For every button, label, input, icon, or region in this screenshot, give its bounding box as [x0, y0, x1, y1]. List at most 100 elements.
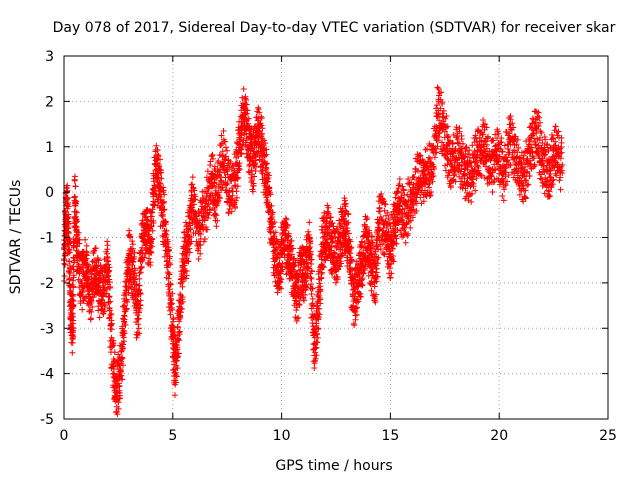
- data-point-marker: [331, 250, 338, 257]
- data-point-marker: [552, 138, 559, 145]
- y-tick-label: 2: [45, 94, 54, 110]
- data-point-marker: [525, 181, 532, 188]
- data-point-marker: [136, 330, 143, 337]
- data-point-marker: [176, 337, 183, 344]
- data-point-marker: [189, 174, 196, 181]
- data-point-marker: [308, 261, 315, 268]
- data-point-marker: [384, 209, 391, 216]
- data-point-marker: [496, 153, 503, 160]
- data-point-marker: [499, 193, 506, 200]
- data-point-marker: [260, 137, 267, 144]
- data-point-marker: [218, 186, 225, 193]
- data-point-marker: [258, 130, 265, 137]
- data-point: [391, 220, 398, 227]
- data-point-marker: [352, 276, 359, 283]
- data-point-marker: [62, 209, 69, 216]
- data-point-marker: [445, 133, 452, 140]
- data-point-marker: [436, 133, 443, 140]
- data-point-marker: [305, 228, 312, 235]
- data-point-marker: [141, 254, 148, 261]
- data-point-marker: [200, 238, 207, 245]
- data-point: [232, 175, 239, 182]
- data-point-marker: [273, 245, 280, 252]
- data-point-marker: [334, 274, 341, 281]
- data-point: [448, 161, 455, 168]
- data-point-marker: [494, 128, 501, 135]
- data-point-marker: [136, 282, 143, 289]
- data-point-marker: [278, 263, 285, 270]
- data-point-marker: [131, 253, 138, 260]
- data-point-marker: [70, 317, 77, 324]
- data-point: [180, 257, 187, 264]
- data-point-marker: [438, 89, 445, 96]
- data-point-marker: [172, 379, 179, 386]
- data-point-marker: [262, 140, 269, 147]
- data-point-marker: [336, 263, 343, 270]
- data-point-marker: [366, 263, 373, 270]
- data-point-marker: [345, 230, 352, 237]
- data-point-marker: [372, 299, 379, 306]
- data-point: [289, 266, 296, 273]
- data-point-marker: [358, 277, 365, 284]
- data-point-marker: [256, 109, 263, 116]
- y-tick-label: -4: [40, 367, 54, 383]
- data-point-marker: [475, 164, 482, 171]
- data-point-marker: [264, 196, 271, 203]
- data-point-marker: [433, 102, 440, 109]
- data-point-marker: [299, 245, 306, 252]
- data-point-marker: [70, 244, 77, 251]
- data-point-marker: [376, 227, 383, 234]
- data-point: [474, 152, 481, 159]
- data-point-marker: [252, 157, 259, 164]
- data-point: [441, 134, 448, 141]
- data-point-marker: [397, 203, 404, 210]
- data-point-marker: [468, 190, 475, 197]
- data-point: [552, 148, 559, 155]
- data-point-marker: [474, 126, 481, 133]
- x-axis-label: GPS time / hours: [275, 458, 392, 474]
- data-point-marker: [66, 276, 73, 283]
- data-point-marker: [523, 168, 530, 175]
- data-point-marker: [347, 250, 354, 257]
- y-tick-label: -5: [40, 412, 54, 428]
- data-point-marker: [76, 237, 83, 244]
- data-point-marker: [157, 180, 164, 187]
- data-point-marker: [541, 152, 548, 159]
- data-point-marker: [265, 172, 272, 179]
- data-point-marker: [288, 237, 295, 244]
- data-point-marker: [394, 188, 401, 195]
- data-point-marker: [173, 373, 180, 380]
- data-point: [372, 275, 379, 282]
- data-point-marker: [278, 285, 285, 292]
- data-point: [454, 148, 461, 155]
- data-point-marker: [164, 238, 171, 245]
- data-point-marker: [198, 222, 205, 229]
- data-point-marker: [157, 193, 164, 200]
- data-point-marker: [111, 358, 118, 365]
- data-point: [202, 207, 209, 214]
- data-point-marker: [538, 129, 545, 136]
- data-point-marker: [353, 299, 360, 306]
- data-point-marker: [459, 140, 466, 147]
- data-point-marker: [284, 221, 291, 228]
- data-point-marker: [429, 178, 436, 185]
- data-point-marker: [182, 275, 189, 282]
- data-point-marker: [411, 174, 418, 181]
- data-point-marker: [471, 158, 478, 165]
- data-point-marker: [392, 194, 399, 201]
- x-tick-label: 10: [273, 428, 291, 444]
- data-point-marker: [233, 194, 240, 201]
- data-point-marker: [135, 315, 142, 322]
- data-point-marker: [212, 210, 219, 217]
- data-point-marker: [300, 297, 307, 304]
- data-point: [467, 175, 474, 182]
- data-point-marker: [505, 171, 512, 178]
- data-point-marker: [557, 186, 564, 193]
- data-point-marker: [354, 304, 361, 311]
- data-point-marker: [220, 127, 227, 134]
- data-point: [143, 229, 150, 236]
- data-point-marker: [297, 291, 304, 298]
- data-point-marker: [313, 338, 320, 345]
- data-point-marker: [195, 255, 202, 262]
- data-point-marker: [373, 291, 380, 298]
